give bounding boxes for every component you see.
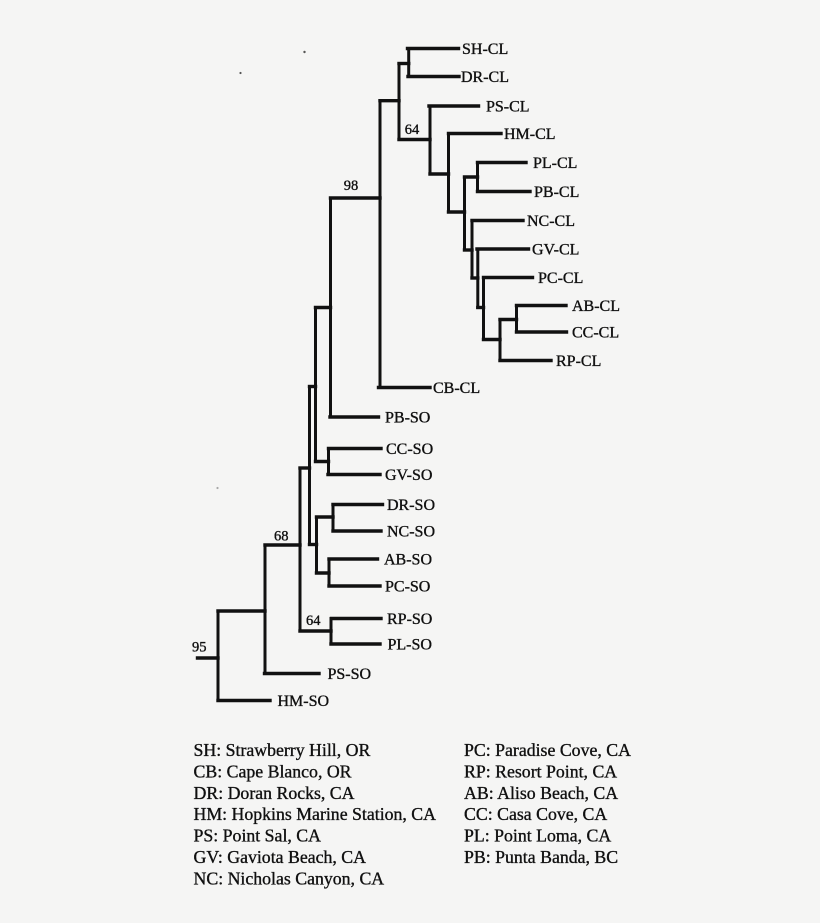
svg-text:PC-SO: PC-SO	[385, 579, 430, 596]
svg-text:AB-SO: AB-SO	[384, 552, 432, 569]
svg-text:CC: Casa Cove, CA: CC: Casa Cove, CA	[464, 804, 607, 824]
svg-text:SH: Strawberry Hill, OR: SH: Strawberry Hill, OR	[194, 740, 371, 760]
svg-text:CC-CL: CC-CL	[572, 325, 619, 342]
svg-text:PB: Punta Banda, BC: PB: Punta Banda, BC	[464, 847, 618, 867]
svg-text:HM-CL: HM-CL	[504, 126, 556, 143]
svg-text:GV: Gaviota Beach, CA: GV: Gaviota Beach, CA	[194, 847, 367, 867]
svg-text:64: 64	[306, 613, 321, 629]
svg-text:RP: Resort Point, CA: RP: Resort Point, CA	[464, 761, 617, 781]
svg-text:HM: Hopkins Marine Station, CA: HM: Hopkins Marine Station, CA	[194, 804, 437, 824]
svg-text:98: 98	[344, 178, 359, 194]
svg-text:PS: Point Sal, CA: PS: Point Sal, CA	[194, 826, 322, 846]
svg-text:NC: Nicholas Canyon, CA: NC: Nicholas Canyon, CA	[194, 868, 385, 888]
svg-text:DR-CL: DR-CL	[461, 69, 509, 86]
svg-text:PB-CL: PB-CL	[534, 184, 579, 201]
svg-text:CC-SO: CC-SO	[386, 441, 433, 458]
svg-text:RP-CL: RP-CL	[556, 353, 601, 370]
svg-text:PL: Point Loma, CA: PL: Point Loma, CA	[464, 826, 611, 846]
svg-text:AB: Aliso Beach, CA: AB: Aliso Beach, CA	[464, 783, 618, 803]
svg-text:PL-CL: PL-CL	[533, 155, 577, 172]
svg-text:HM-SO: HM-SO	[278, 693, 330, 710]
svg-text:CB-CL: CB-CL	[433, 380, 480, 397]
svg-text:PC: Paradise Cove, CA: PC: Paradise Cove, CA	[464, 740, 631, 760]
svg-text:AB-CL: AB-CL	[572, 298, 620, 315]
svg-text:SH-CL: SH-CL	[462, 41, 508, 58]
svg-text:DR-SO: DR-SO	[387, 497, 435, 514]
svg-text:95: 95	[192, 639, 207, 655]
svg-text:PC-CL: PC-CL	[538, 270, 583, 287]
svg-text:GV-SO: GV-SO	[385, 467, 432, 484]
svg-text:GV-CL: GV-CL	[532, 242, 579, 259]
svg-text:68: 68	[274, 529, 289, 545]
svg-text:64: 64	[405, 122, 420, 138]
svg-text:NC-CL: NC-CL	[527, 213, 575, 230]
svg-text:RP-SO: RP-SO	[387, 611, 432, 628]
svg-text:PS-SO: PS-SO	[328, 666, 372, 683]
svg-text:NC-SO: NC-SO	[387, 524, 435, 541]
svg-text:CB: Cape Blanco, OR: CB: Cape Blanco, OR	[194, 761, 352, 781]
svg-text:DR: Doran Rocks, CA: DR: Doran Rocks, CA	[194, 783, 355, 803]
svg-text:PL-SO: PL-SO	[388, 637, 432, 654]
svg-text:PS-CL: PS-CL	[486, 99, 530, 116]
svg-text:PB-SO: PB-SO	[385, 410, 430, 427]
